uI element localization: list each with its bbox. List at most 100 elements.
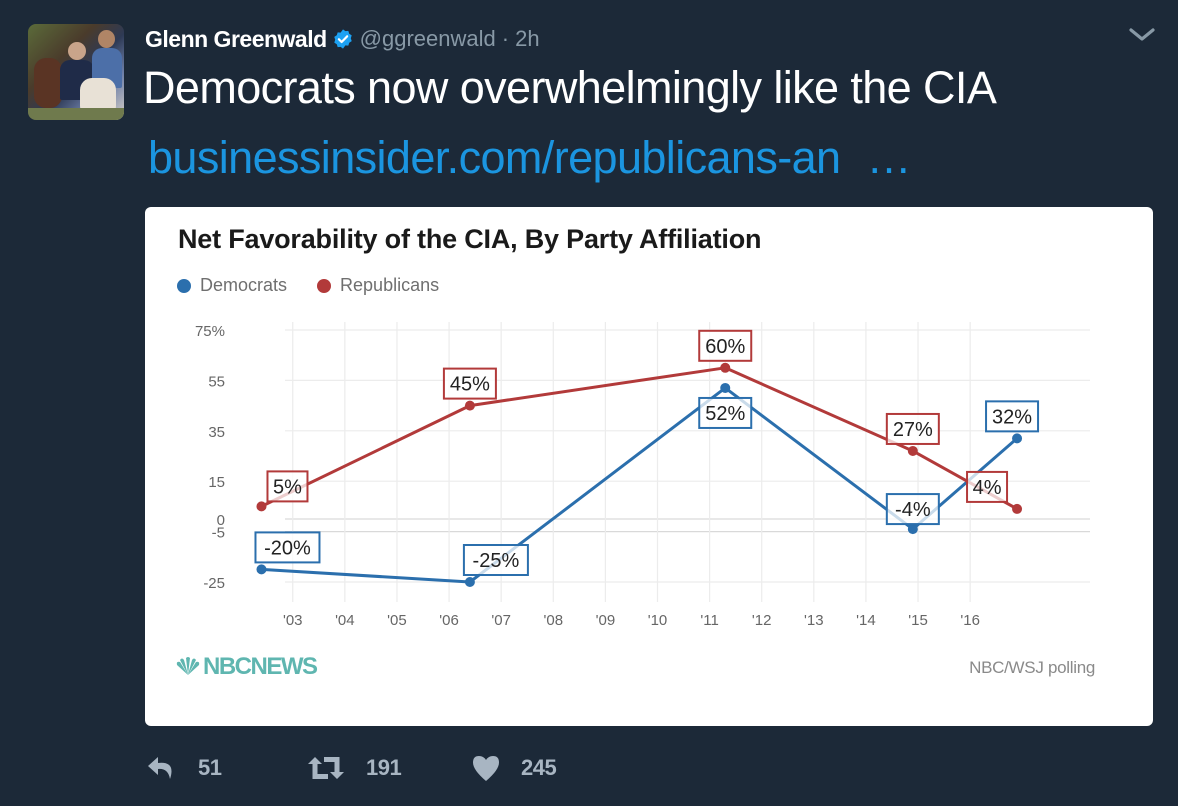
x-tick-label: '09 [596,612,616,629]
reply-button[interactable]: 51 [146,755,306,781]
retweet-count: 191 [366,755,402,780]
data-label-republicans: 4% [966,470,1009,503]
tweet-header: Glenn Greenwald @ggreenwald · 2h [145,22,540,56]
like-count: 245 [521,755,557,780]
tweet-timestamp[interactable]: 2h [515,26,540,51]
x-tick-label: '13 [804,612,824,629]
chart-series-lines [260,366,1019,584]
author-handle[interactable]: @ggreenwald [359,26,496,51]
y-tick-label: 75% [195,323,225,340]
data-label-text: 5% [273,476,302,498]
data-label-republicans: 45% [442,367,497,400]
data-label-text: -4% [895,499,931,521]
data-label-box [442,367,497,400]
data-point-republicans [720,362,731,373]
x-tick-label: '16 [960,612,980,629]
chart-source: NBC/WSJ polling [969,658,1095,677]
avatar[interactable] [28,24,124,120]
data-point-democrats [256,564,267,575]
legend-swatch-republicans [317,278,332,293]
tweet-link-text[interactable]: businessinsider.com/republicans-an [148,132,841,183]
data-label-box [698,396,753,429]
data-label-box [254,531,321,564]
tweet-text: Democrats now overwhelmingly like the CI… [143,62,997,113]
chart-data-labels: -20% -25% 52% -4% 32% 5% 45% 60% 27% 4% [254,329,1040,576]
legend-item-republicans: Republicans [317,275,439,296]
legend-label-republicans: Republicans [340,275,440,295]
retweet-button[interactable]: 191 [306,755,471,781]
x-tick-label: '06 [439,612,459,629]
x-tick-label: '10 [648,612,668,629]
data-label-democrats: -25% [462,544,529,576]
x-tick-label: '14 [856,612,876,629]
data-label-text: 60% [705,336,745,358]
data-label-republicans: 5% [266,470,309,503]
data-label-text: 32% [992,406,1032,428]
avatar-photo-detail [68,42,86,60]
data-label-democrats: 32% [985,400,1040,433]
nbc-news-wordmark: NBCNEWS [203,653,318,680]
chart-series-points [256,362,1023,587]
data-label-text: 52% [705,403,745,425]
data-label-text: 27% [893,419,933,441]
x-tick-label: '11 [700,612,718,629]
data-point-republicans [907,445,918,456]
chevron-down-icon[interactable] [1128,26,1156,44]
data-point-republicans [1012,503,1023,514]
chart-title: Net Favorability of the CIA, By Party Af… [178,224,762,254]
data-label-republicans: 27% [885,412,940,445]
data-label-box [985,400,1040,433]
avatar-photo-detail [98,30,115,48]
legend-item-democrats: Democrats [177,275,287,296]
data-label-text: -20% [264,537,311,559]
y-axis-ticks: 75% 55 35 15 0-5 -25 [195,323,225,592]
x-tick-label: '03 [283,612,303,629]
data-label-text: 4% [973,477,1002,499]
data-point-republicans [256,501,267,512]
data-point-democrats [720,382,731,393]
legend-swatch-democrats [177,278,191,293]
data-point-democrats [1012,433,1023,444]
y-tick-label: 0 [217,512,225,529]
y-tick-label: -5 [212,525,225,542]
chart-legend: Democrats Republicans [177,275,469,296]
data-label-box [698,329,753,362]
x-tick-label: '08 [544,612,564,629]
x-tick-label: '07 [491,612,511,629]
x-axis-ticks: '03 '04 '05 '06 '07 '08 '09 '10 '11 '12 '13 '14 '15 '… [283,612,980,629]
data-label-box [462,544,529,576]
legend-label-democrats: Democrats [200,275,288,295]
nbc-news-logo: NBCNEWS [175,653,318,681]
tweet-actions: 51 191 245 [146,754,557,782]
y-tick-label: 35 [208,424,225,441]
data-label-text: -25% [473,550,520,572]
data-point-democrats [464,577,475,587]
tweet-link-ellipsis[interactable]: … [866,132,911,183]
nbc-peacock-icon [176,657,200,675]
like-button[interactable]: 245 [471,754,557,782]
reply-icon [148,757,172,779]
media-card[interactable]: Net Favorability of the CIA, By Party Af… [145,207,1153,726]
data-label-text: 45% [450,374,490,396]
data-label-box [885,412,940,445]
data-point-democrats [907,524,918,535]
chart-grid [285,322,1090,602]
data-point-republicans [464,400,475,411]
avatar-photo-detail [34,58,62,108]
x-tick-label: '15 [908,612,928,629]
y-tick-label: 55 [208,373,225,390]
x-tick-label: '12 [752,612,772,629]
reply-count: 51 [198,755,222,780]
y-tick-label: -25 [203,575,225,592]
separator-dot: · [501,26,510,51]
avatar-photo-detail [28,108,124,120]
author-name[interactable]: Glenn Greenwald [145,25,327,52]
tweet-link[interactable]: businessinsider.com/republicans-an … [148,132,911,184]
data-label-box [885,493,940,526]
retweet-icon [308,757,344,779]
data-label-democrats: -20% [254,531,321,564]
data-label-box [966,470,1009,503]
data-label-republicans: 60% [698,329,753,362]
x-tick-label: '05 [387,612,407,629]
data-label-democrats: -4% [885,493,940,526]
